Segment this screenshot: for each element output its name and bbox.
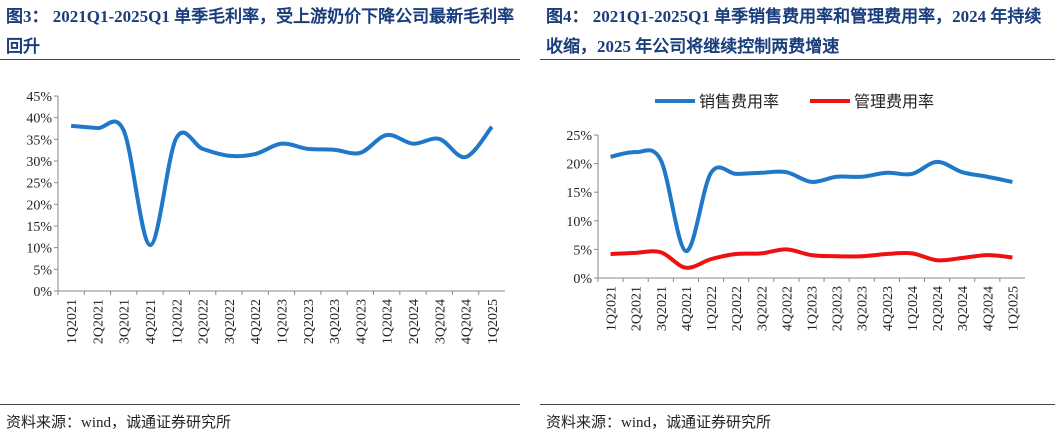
- y-tick-label: 20%: [566, 158, 592, 173]
- x-tick-label: 4Q2024: [460, 299, 475, 344]
- x-tick-label: 1Q2023: [806, 286, 821, 331]
- x-tick-label: 2Q2024: [407, 299, 422, 344]
- x-tick-label: 3Q2023: [328, 299, 343, 344]
- y-tick-label: 15%: [566, 186, 592, 201]
- chart: 0% 5% 10% 15% 20% 25% 1Q2021 2Q2021 3Q2021 4Q2021…: [566, 92, 1025, 331]
- y-tick-label: 20%: [26, 198, 52, 213]
- x-tick-label: 1Q2022: [705, 286, 720, 331]
- x-tick-label: 4Q2021: [680, 286, 695, 331]
- y-tick-label: 25%: [26, 177, 52, 192]
- x-tick-label: 2Q2024: [931, 286, 946, 331]
- y-tick-label: 35%: [26, 133, 52, 148]
- y-tick-label: 10%: [26, 242, 52, 257]
- y-tick-label: 40%: [26, 112, 52, 127]
- source-note: 资料来源：wind，诚通证券研究所: [0, 404, 520, 432]
- x-tick-label: 4Q2024: [981, 286, 996, 331]
- x-tick-label: 1Q2021: [65, 299, 80, 344]
- y-tick-label: 0%: [573, 272, 592, 287]
- x-tick-label: 1Q2022: [170, 299, 185, 344]
- legend-label: 销售费用率: [699, 92, 779, 111]
- x-tick-label: 3Q2021: [655, 286, 670, 331]
- chart-panel: 图3： 2021Q1-2025Q1 单季毛利率，受上游奶价下降公司最新毛利率回升…: [0, 0, 520, 437]
- x-tick-label: 2Q2022: [730, 286, 745, 331]
- x-tick-label: 1Q2025: [1006, 286, 1021, 331]
- x-tick-label: 4Q2023: [881, 286, 896, 331]
- x-tick-label: 2Q2021: [91, 299, 106, 344]
- x-tick-label: 1Q2024: [906, 286, 921, 331]
- x-tick-label: 2Q2022: [197, 299, 212, 344]
- legend-label: 管理费用率: [854, 92, 934, 111]
- chart: 0% 5% 10% 15% 20% 25% 30% 35% 40% 45% 1Q2021 2Q2021…: [26, 90, 505, 344]
- line-series: [610, 148, 1013, 254]
- chart-title: 图3： 2021Q1-2025Q1 单季毛利率，受上游奶价下降公司最新毛利率回升: [0, 0, 520, 60]
- x-tick-label: 4Q2022: [780, 286, 795, 331]
- x-tick-label: 1Q2024: [381, 299, 396, 344]
- y-tick-label: 0%: [33, 285, 52, 300]
- x-tick-label: 4Q2023: [354, 299, 369, 344]
- y-tick-label: 15%: [26, 220, 52, 235]
- x-tick-label: 4Q2021: [144, 299, 159, 344]
- x-tick-label: 3Q2021: [118, 299, 133, 344]
- x-tick-label: 3Q2022: [755, 286, 770, 331]
- y-tick-label: 30%: [26, 155, 52, 170]
- x-tick-label: 3Q2023: [856, 286, 871, 331]
- line-series: [610, 247, 1013, 270]
- chart-title: 图4： 2021Q1-2025Q1 单季销售费用率和管理费用率，2024 年持续…: [540, 0, 1055, 60]
- x-tick-label: 1Q2021: [605, 286, 620, 331]
- x-tick-label: 2Q2023: [831, 286, 846, 331]
- y-tick-label: 25%: [566, 129, 592, 144]
- y-tick-label: 45%: [26, 90, 52, 105]
- x-tick-label: 1Q2023: [276, 299, 291, 344]
- y-tick-label: 5%: [573, 243, 592, 258]
- y-tick-label: 10%: [566, 215, 592, 230]
- chart-panel: 图4： 2021Q1-2025Q1 单季销售费用率和管理费用率，2024 年持续…: [540, 0, 1055, 437]
- x-tick-label: 4Q2022: [249, 299, 264, 344]
- x-tick-label: 1Q2025: [486, 299, 501, 344]
- x-tick-label: 3Q2022: [223, 299, 238, 344]
- y-tick-label: 5%: [33, 263, 52, 278]
- line-series: [70, 119, 494, 248]
- x-tick-label: 3Q2024: [956, 286, 971, 331]
- x-tick-label: 2Q2021: [630, 286, 645, 331]
- x-tick-label: 2Q2023: [302, 299, 317, 344]
- x-tick-label: 3Q2024: [433, 299, 448, 344]
- source-note: 资料来源：wind，诚通证券研究所: [540, 404, 1055, 432]
